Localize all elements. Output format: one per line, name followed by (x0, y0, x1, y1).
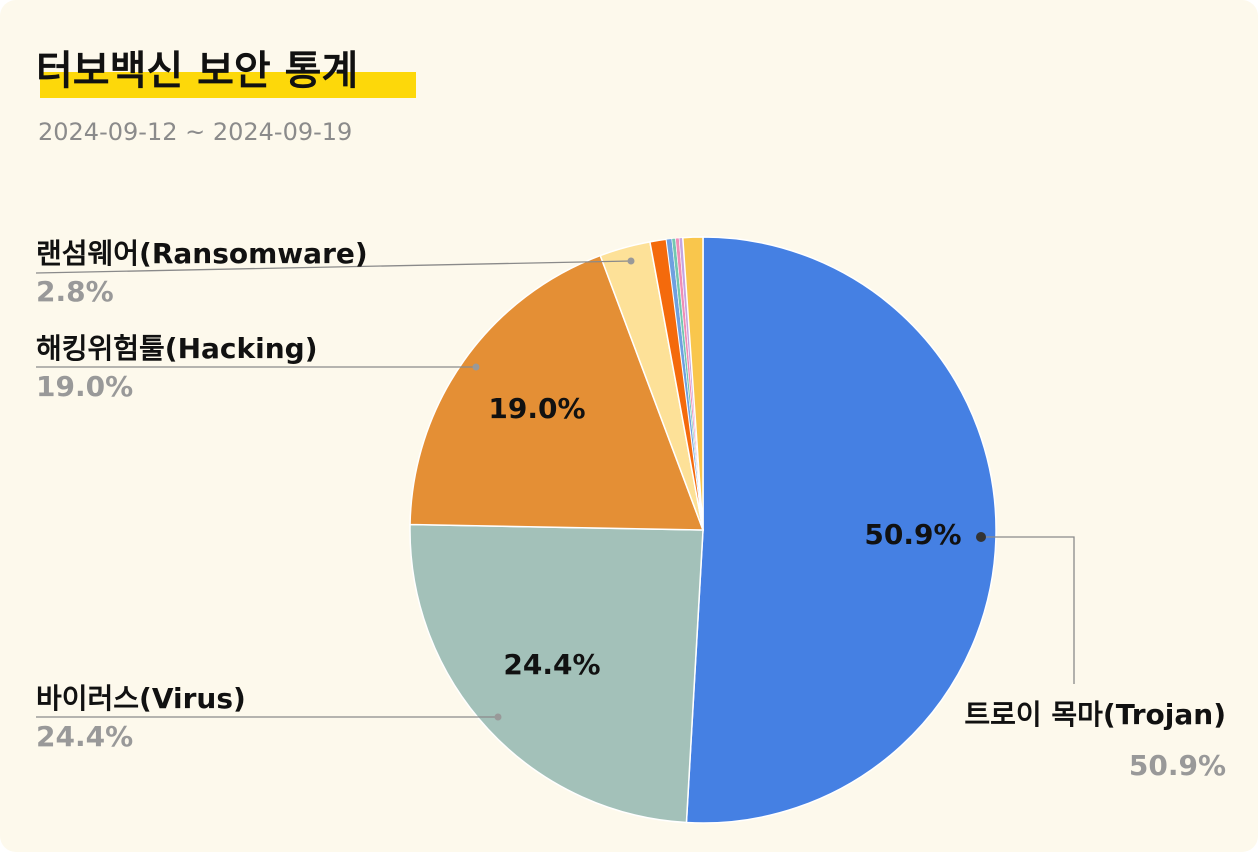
legend-value: 50.9% (1129, 749, 1226, 782)
pie-slice-hacking (409, 254, 705, 531)
legend-value: 2.8% (36, 275, 114, 308)
legend-label: 랜섬웨어(Ransomware) (36, 237, 368, 270)
legend-value: 19.0% (36, 370, 133, 403)
legend-value: 24.4% (36, 720, 133, 753)
pie-slice-trojan (685, 236, 997, 824)
leader-line (35, 260, 632, 274)
legend-label: 해킹위험툴(Hacking) (36, 332, 318, 365)
pie-inner-labels: 50.9% 24.4% 19.0% (488, 392, 961, 681)
legend-label: 바이러스(Virus) (36, 682, 246, 715)
leader-dot (494, 713, 502, 721)
leader-dot (472, 363, 480, 371)
pie-slice-virus (409, 523, 704, 824)
date-range: 2024-09-12 ~ 2024-09-19 (38, 118, 353, 146)
slice-value-label: 19.0% (488, 392, 585, 425)
pie-slices (409, 236, 997, 824)
slice-value-label: 50.9% (864, 518, 961, 551)
page-title: 터보백신 보안 통계 (36, 48, 359, 94)
pie-slice-minor-9 (681, 236, 704, 531)
title-highlight (40, 72, 416, 98)
legend-label: 트로이 목마(Trojan) (964, 698, 1226, 731)
slice-value-label: 24.4% (503, 648, 600, 681)
pie-legend: 트로이 목마(Trojan) 50.9% 바이러스(Virus) 24.4% 해킹위험툴… (35, 237, 1226, 782)
leader-line (981, 536, 1075, 684)
title-block: 터보백신 보안 통계 (36, 38, 416, 98)
leader-dot (627, 257, 635, 265)
leader-dot (976, 532, 986, 542)
